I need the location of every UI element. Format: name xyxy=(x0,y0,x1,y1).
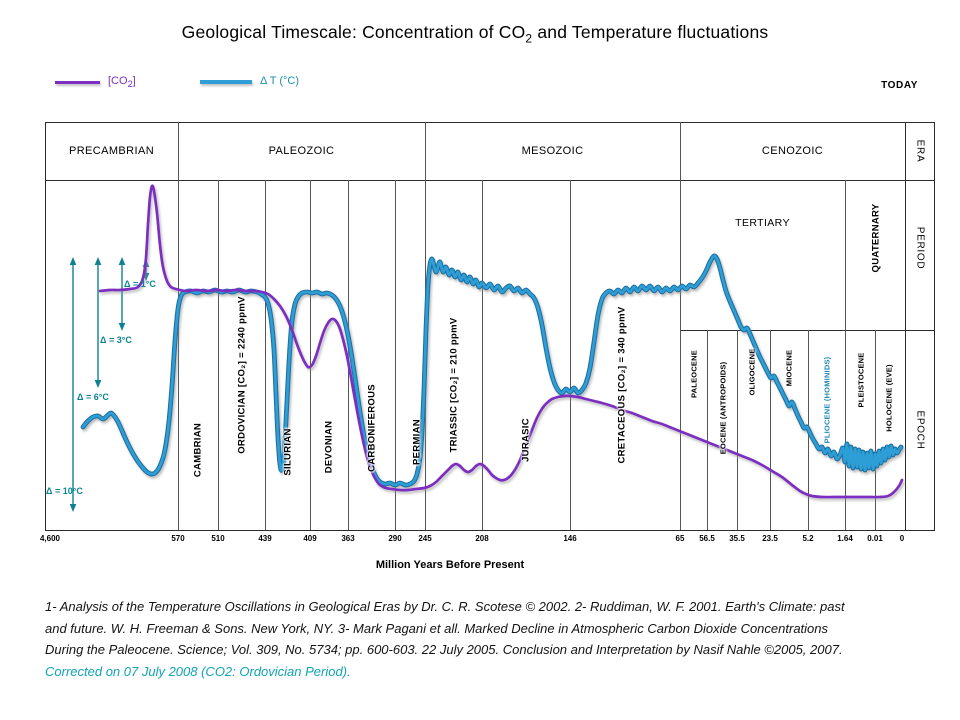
epoch-label-oligocene: OLIGOCENE xyxy=(747,348,757,396)
footer-line-2: and future. W. H. Freeman & Sons. New Yo… xyxy=(45,620,829,636)
legend-co2-label: [CO2] xyxy=(108,75,136,89)
gridline-439 xyxy=(265,180,266,530)
gridline-409 xyxy=(310,180,311,530)
gridline-0.01 xyxy=(875,330,876,530)
period-label-ordovician: ORDOVICIAN [CO₂] = 2240 ppmV xyxy=(236,296,248,454)
legend-co2-subscript: 2 xyxy=(127,79,133,90)
period-label-quaternary: QUATERNARY xyxy=(870,203,882,273)
epoch-label-holocene: HOLOCENE (EVE) xyxy=(884,364,894,432)
epoch-label-pliocene: PLIOCENE (HOMINIDS) xyxy=(822,356,832,444)
chart-border-right-outer xyxy=(934,122,935,531)
era-paleozoic: PALEOZOIC xyxy=(268,145,335,157)
x-tick-208: 208 xyxy=(475,534,489,543)
footer-line-3: During the Paleocene. Science; Vol. 309,… xyxy=(45,642,843,657)
period-label-tertiary: TERTIARY xyxy=(735,217,790,229)
delta-annotation-4: Δ = 10°C xyxy=(46,486,83,496)
legend-co2-text: [CO xyxy=(108,75,128,87)
gridline-363 xyxy=(348,180,349,530)
chart-border-top xyxy=(45,122,935,123)
gridline-35.5 xyxy=(737,330,738,530)
x-tick-4,600: 4,600 xyxy=(39,534,61,543)
x-tick-23.5: 23.5 xyxy=(762,534,778,543)
chart-border-right-inner xyxy=(905,122,906,531)
chart-title: Geological Timescale: Concentration of C… xyxy=(0,22,950,46)
chart-border-left xyxy=(45,122,46,530)
co2-curve xyxy=(98,184,904,499)
footer-line-1: 1- Analysis of the Temperature Oscillati… xyxy=(45,599,845,614)
period-row-label: PERIOD xyxy=(914,226,926,270)
period-label-jurasic: JURASIC xyxy=(520,418,532,462)
delta-annotation-2: Δ = 3°C xyxy=(100,335,132,345)
gridline-510 xyxy=(218,180,219,530)
epoch-label-eocene: EOCENE (ANTROPOIDS) xyxy=(718,361,728,455)
x-tick-510: 510 xyxy=(211,534,225,543)
today-label: TODAY xyxy=(881,80,918,91)
x-tick-290: 290 xyxy=(388,534,402,543)
gridline-208 xyxy=(482,180,483,530)
epoch-label-paleocene: PALEOCENE xyxy=(689,350,699,398)
period-label-silurian: SILURIAN xyxy=(282,428,294,476)
era-row-label: ERA xyxy=(914,139,926,163)
epoch-row-label: EPOCH xyxy=(914,410,926,450)
temperature-line-swatch xyxy=(200,80,252,84)
period-label-carboniferous: CARBONIFEROUS xyxy=(366,384,378,472)
legend-temperature-label: Δ T (°C) xyxy=(260,75,300,87)
x-tick-0: 0 xyxy=(899,534,905,543)
footer-citation: 1- Analysis of the Temperature Oscillati… xyxy=(45,596,925,682)
era-precambrian: PRECAMBRIAN xyxy=(68,145,155,157)
gridline-146 xyxy=(570,180,571,530)
chart-title-subscript: 2 xyxy=(525,31,533,46)
x-tick-0.01: 0.01 xyxy=(867,534,883,543)
era-cenozoic: CENOZOIC xyxy=(761,145,824,157)
period-label-cambrian: CAMBRIAN xyxy=(192,422,204,478)
x-tick-1.64: 1.64 xyxy=(837,534,853,543)
x-tick-65: 65 xyxy=(675,534,685,543)
delta-arrow-4 xyxy=(69,257,77,512)
era-row-divider xyxy=(45,180,935,181)
x-tick-56.5: 56.5 xyxy=(699,534,715,543)
temperature-curve xyxy=(81,254,903,487)
era-mesozoic: MESOZOIC xyxy=(521,145,584,157)
period-label-triassic: TRIASSIC [CO₂] = 210 ppmV xyxy=(448,317,460,453)
chart-border-bottom xyxy=(45,530,935,531)
period-label-permian: PERMIAN xyxy=(411,419,423,465)
x-axis-title: Million Years Before Present xyxy=(375,559,525,571)
period-label-cretaceous: CRETACEOUS [CO₂] = 340 ppmV xyxy=(616,306,628,464)
delta-annotation-1: Δ = 1°C xyxy=(124,279,156,289)
x-tick-409: 409 xyxy=(303,534,317,543)
delta-annotation-3: Δ = 6°C xyxy=(77,392,109,402)
period-label-devonian: DEVONIAN xyxy=(323,420,335,474)
chart-title-text-2: and Temperature fluctuations xyxy=(532,22,769,42)
gridline-56.5 xyxy=(707,330,708,530)
footer-correction-note: Corrected on 07 July 2008 (CO2: Ordovici… xyxy=(45,663,351,679)
gridline-1.64 xyxy=(845,180,846,530)
gridline-290 xyxy=(395,180,396,530)
x-tick-35.5: 35.5 xyxy=(729,534,745,543)
epoch-label-miocene: MIOCENE xyxy=(784,349,794,387)
x-tick-245: 245 xyxy=(418,534,432,543)
chart-title-text: Geological Timescale: Concentration of C… xyxy=(181,22,526,42)
x-tick-439: 439 xyxy=(258,534,272,543)
x-tick-146: 146 xyxy=(563,534,577,543)
delta-arrow-2 xyxy=(118,257,126,331)
delta-arrow-3 xyxy=(94,257,102,388)
x-tick-363: 363 xyxy=(341,534,355,543)
gridline-65 xyxy=(680,122,681,530)
legend-co2-text-2: ] xyxy=(132,75,136,87)
x-tick-570: 570 xyxy=(171,534,185,543)
co2-line-swatch xyxy=(55,81,100,84)
epoch-box-top-divider xyxy=(680,330,935,331)
gridline-23.5 xyxy=(770,330,771,530)
x-tick-5.2: 5.2 xyxy=(802,534,814,543)
epoch-label-pleistocene: PLEISTOCENE xyxy=(856,352,866,408)
